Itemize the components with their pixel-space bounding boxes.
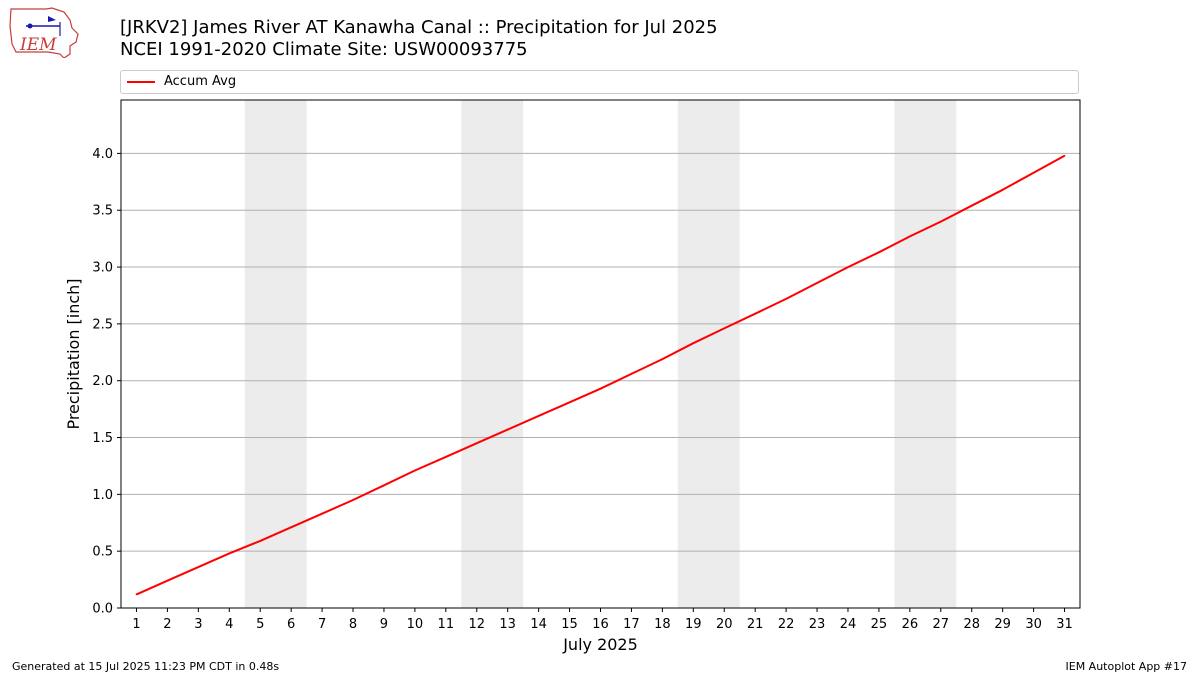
data-point xyxy=(909,235,911,238)
x-tick-label: 23 xyxy=(809,617,826,632)
y-tick-label: 2.0 xyxy=(92,374,113,389)
x-tick-label: 31 xyxy=(1056,617,1073,632)
weekend-band xyxy=(894,100,957,608)
data-point xyxy=(816,282,818,284)
data-point xyxy=(599,387,602,390)
x-tick-label: 17 xyxy=(623,617,640,632)
data-point xyxy=(847,266,849,268)
data-point xyxy=(785,298,787,300)
x-tick-label: 21 xyxy=(747,617,764,632)
data-point xyxy=(878,251,880,254)
x-tick-label: 19 xyxy=(685,617,702,632)
data-point xyxy=(568,401,571,404)
y-tick-label: 3.0 xyxy=(92,261,113,276)
data-point xyxy=(723,327,726,330)
y-tick-label: 3.5 xyxy=(92,204,113,219)
logo-text: IEM xyxy=(19,35,57,55)
chart-title: [JRKV2] James River AT Kanawha Canal :: … xyxy=(120,17,718,38)
x-tick-label: 29 xyxy=(994,617,1011,632)
legend-label: Accum Avg xyxy=(164,74,237,89)
x-tick-label: 12 xyxy=(468,617,485,632)
x-tick-label: 11 xyxy=(438,617,455,632)
y-axis-label: Precipitation [inch] xyxy=(64,278,83,429)
data-point xyxy=(135,593,138,596)
x-tick-label: 5 xyxy=(256,617,264,632)
x-tick-label: 7 xyxy=(318,617,326,632)
generated-timestamp: Generated at 15 Jul 2025 11:23 PM CDT in… xyxy=(12,660,280,673)
x-tick-label: 6 xyxy=(287,617,295,632)
data-point xyxy=(1032,171,1035,174)
x-tick-label: 20 xyxy=(716,617,733,632)
x-tick-label: 1 xyxy=(132,617,140,632)
x-tick-label: 25 xyxy=(871,617,888,632)
x-tick-label: 3 xyxy=(194,617,202,632)
data-point xyxy=(661,358,664,360)
x-tick-label: 2 xyxy=(163,617,171,632)
legend-swatch xyxy=(127,81,155,83)
data-point xyxy=(166,579,169,582)
x-axis-label: July 2025 xyxy=(562,635,638,654)
y-tick-label: 0.0 xyxy=(92,602,113,617)
data-point xyxy=(692,342,695,345)
x-tick-label: 4 xyxy=(225,617,233,632)
x-tick-label: 8 xyxy=(349,617,357,632)
x-tick-label: 10 xyxy=(407,617,424,632)
data-point xyxy=(970,204,973,207)
x-tick-label: 13 xyxy=(499,617,516,632)
data-point xyxy=(414,469,416,472)
data-point xyxy=(290,526,292,529)
data-point xyxy=(537,415,540,417)
y-tick-label: 0.5 xyxy=(92,545,113,560)
data-point xyxy=(939,220,942,223)
data-point xyxy=(383,484,385,487)
x-tick-label: 14 xyxy=(530,617,547,632)
chart-subtitle: NCEI 1991-2020 Climate Site: USW00093775 xyxy=(120,39,528,60)
data-point xyxy=(754,312,756,315)
iem-logo-icon: IEM xyxy=(9,7,79,58)
data-point xyxy=(321,512,323,515)
chart-legend: Accum Avg xyxy=(120,70,1079,94)
x-tick-label: 15 xyxy=(561,617,578,632)
x-tick-label: 9 xyxy=(380,617,388,632)
x-tick-label: 24 xyxy=(840,617,857,632)
data-point xyxy=(445,456,447,458)
weekend-band xyxy=(461,100,524,608)
y-tick-label: 4.0 xyxy=(92,147,113,162)
y-tick-label: 2.5 xyxy=(92,317,113,332)
data-point xyxy=(475,442,478,445)
data-point xyxy=(259,540,262,542)
weekend-band xyxy=(677,100,740,608)
x-tick-label: 28 xyxy=(963,617,980,632)
data-point xyxy=(506,428,509,431)
x-tick-label: 18 xyxy=(654,617,671,632)
x-tick-label: 26 xyxy=(902,617,919,632)
data-point xyxy=(1001,188,1004,191)
y-tick-label: 1.0 xyxy=(92,488,113,503)
data-point xyxy=(228,552,231,555)
data-point xyxy=(630,373,633,375)
plot-frame xyxy=(120,99,1081,609)
x-tick-label: 30 xyxy=(1025,617,1042,632)
data-point xyxy=(352,499,354,501)
x-tick-label: 27 xyxy=(933,617,950,632)
app-label: IEM Autoplot App #17 xyxy=(1065,660,1188,673)
data-point xyxy=(197,566,200,568)
y-tick-label: 1.5 xyxy=(92,431,113,446)
x-tick-label: 22 xyxy=(778,617,795,632)
x-tick-label: 16 xyxy=(592,617,609,632)
weekend-band xyxy=(244,100,307,608)
data-point xyxy=(1063,154,1066,157)
